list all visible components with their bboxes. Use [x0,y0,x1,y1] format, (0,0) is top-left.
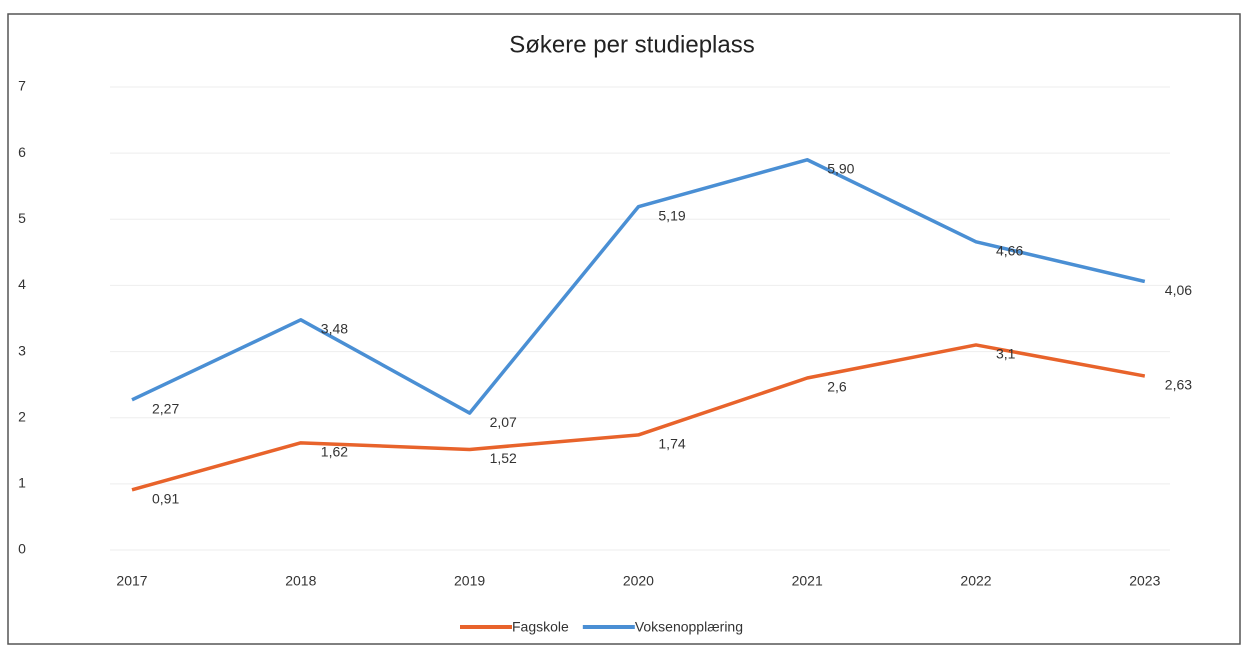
legend-label: Voksenopplæring [635,619,743,635]
series-line [131,158,1146,415]
data-label: 4,06 [1165,282,1192,298]
x-tick-label: 2022 [960,573,991,589]
data-label: 1,74 [658,436,685,452]
data-label: 1,62 [321,444,348,460]
chart-title: Søkere per studieplass [509,31,754,58]
chart-border [7,13,1241,645]
y-tick-label: 2 [18,408,26,424]
y-tick-label: 4 [18,276,26,292]
data-label: 5,19 [658,207,685,223]
y-tick-label: 3 [18,342,26,358]
data-label: 2,27 [152,401,179,417]
y-tick-label: 5 [18,210,26,226]
data-label: 3,48 [321,321,348,337]
x-tick-label: 2019 [454,573,485,589]
x-tick-label: 2018 [285,573,316,589]
data-label: 2,63 [1165,377,1192,393]
y-tick-label: 7 [18,78,26,94]
data-label: 5,90 [827,160,854,176]
data-label: 3,1 [996,346,1016,362]
data-label: 0,91 [152,491,179,507]
x-tick-label: 2017 [116,573,147,589]
y-tick-label: 6 [18,144,26,160]
x-tick-label: 2020 [623,573,654,589]
data-label: 1,52 [490,450,517,466]
y-tick-label: 1 [18,475,26,491]
series-line [131,343,1146,492]
legend-label: Fagskole [512,619,569,635]
data-label: 2,07 [490,414,517,430]
y-tick-label: 0 [18,541,26,557]
x-tick-label: 2023 [1129,573,1160,589]
data-label: 2,6 [827,379,847,395]
data-label: 4,66 [996,242,1023,258]
x-tick-label: 2021 [792,573,823,589]
